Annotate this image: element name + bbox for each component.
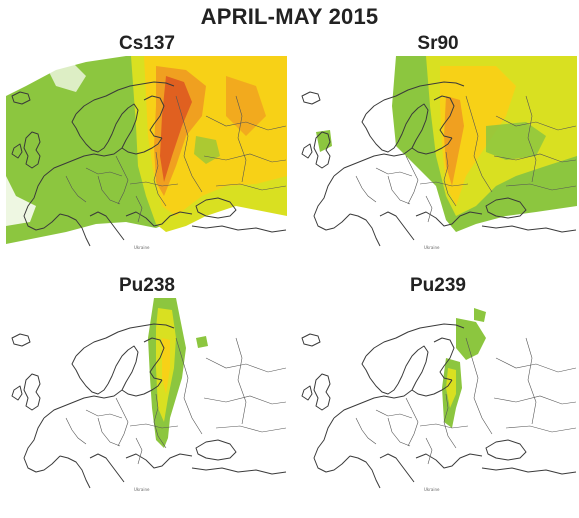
figure-title: APRIL-MAY 2015 (200, 4, 379, 29)
panel-label-pu239: Pu239 (410, 275, 466, 296)
panel-label-sr90: Sr90 (417, 33, 459, 54)
map-pu238 (6, 298, 287, 496)
map-pu239 (296, 298, 577, 496)
panel-label-pu238: Pu238 (119, 275, 175, 296)
map-sr90 (296, 56, 577, 254)
panel-label-cs137: Cs137 (119, 33, 175, 54)
map-cs137 (6, 56, 287, 254)
